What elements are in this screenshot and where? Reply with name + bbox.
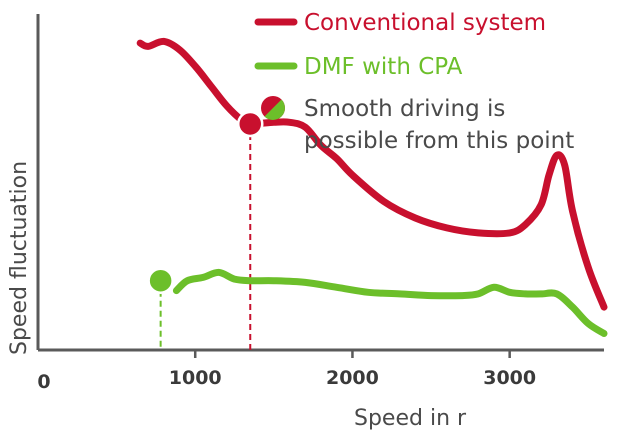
legend-label: DMF with CPA — [304, 54, 463, 80]
series-lines — [136, 37, 608, 337]
marker-point — [147, 267, 174, 294]
series-line-1 — [172, 268, 608, 337]
drop-lines — [159, 123, 252, 350]
x-tick-label: 1000 — [169, 367, 222, 389]
series-line-0 — [136, 37, 608, 311]
x-tick-label: 2000 — [326, 367, 379, 389]
x-tick-label: 3000 — [483, 367, 536, 389]
x-tick-labels: 0 1000 2000 3000 — [37, 350, 536, 393]
legend-note-line: Smooth driving is — [304, 96, 505, 122]
x-axis-label: Speed in r — [354, 406, 467, 431]
legend-dot-green-half — [264, 99, 285, 120]
y-axis-label: Speed fluctuation — [7, 161, 32, 355]
markers — [147, 110, 264, 294]
legend: Conventional system DMF with CPA Smooth dr… — [254, 10, 574, 154]
marker-point — [237, 110, 264, 138]
legend-label: Conventional system — [304, 10, 546, 36]
legend-note-line: possible from this point — [304, 128, 574, 154]
x-tick-label: 0 — [37, 371, 50, 393]
